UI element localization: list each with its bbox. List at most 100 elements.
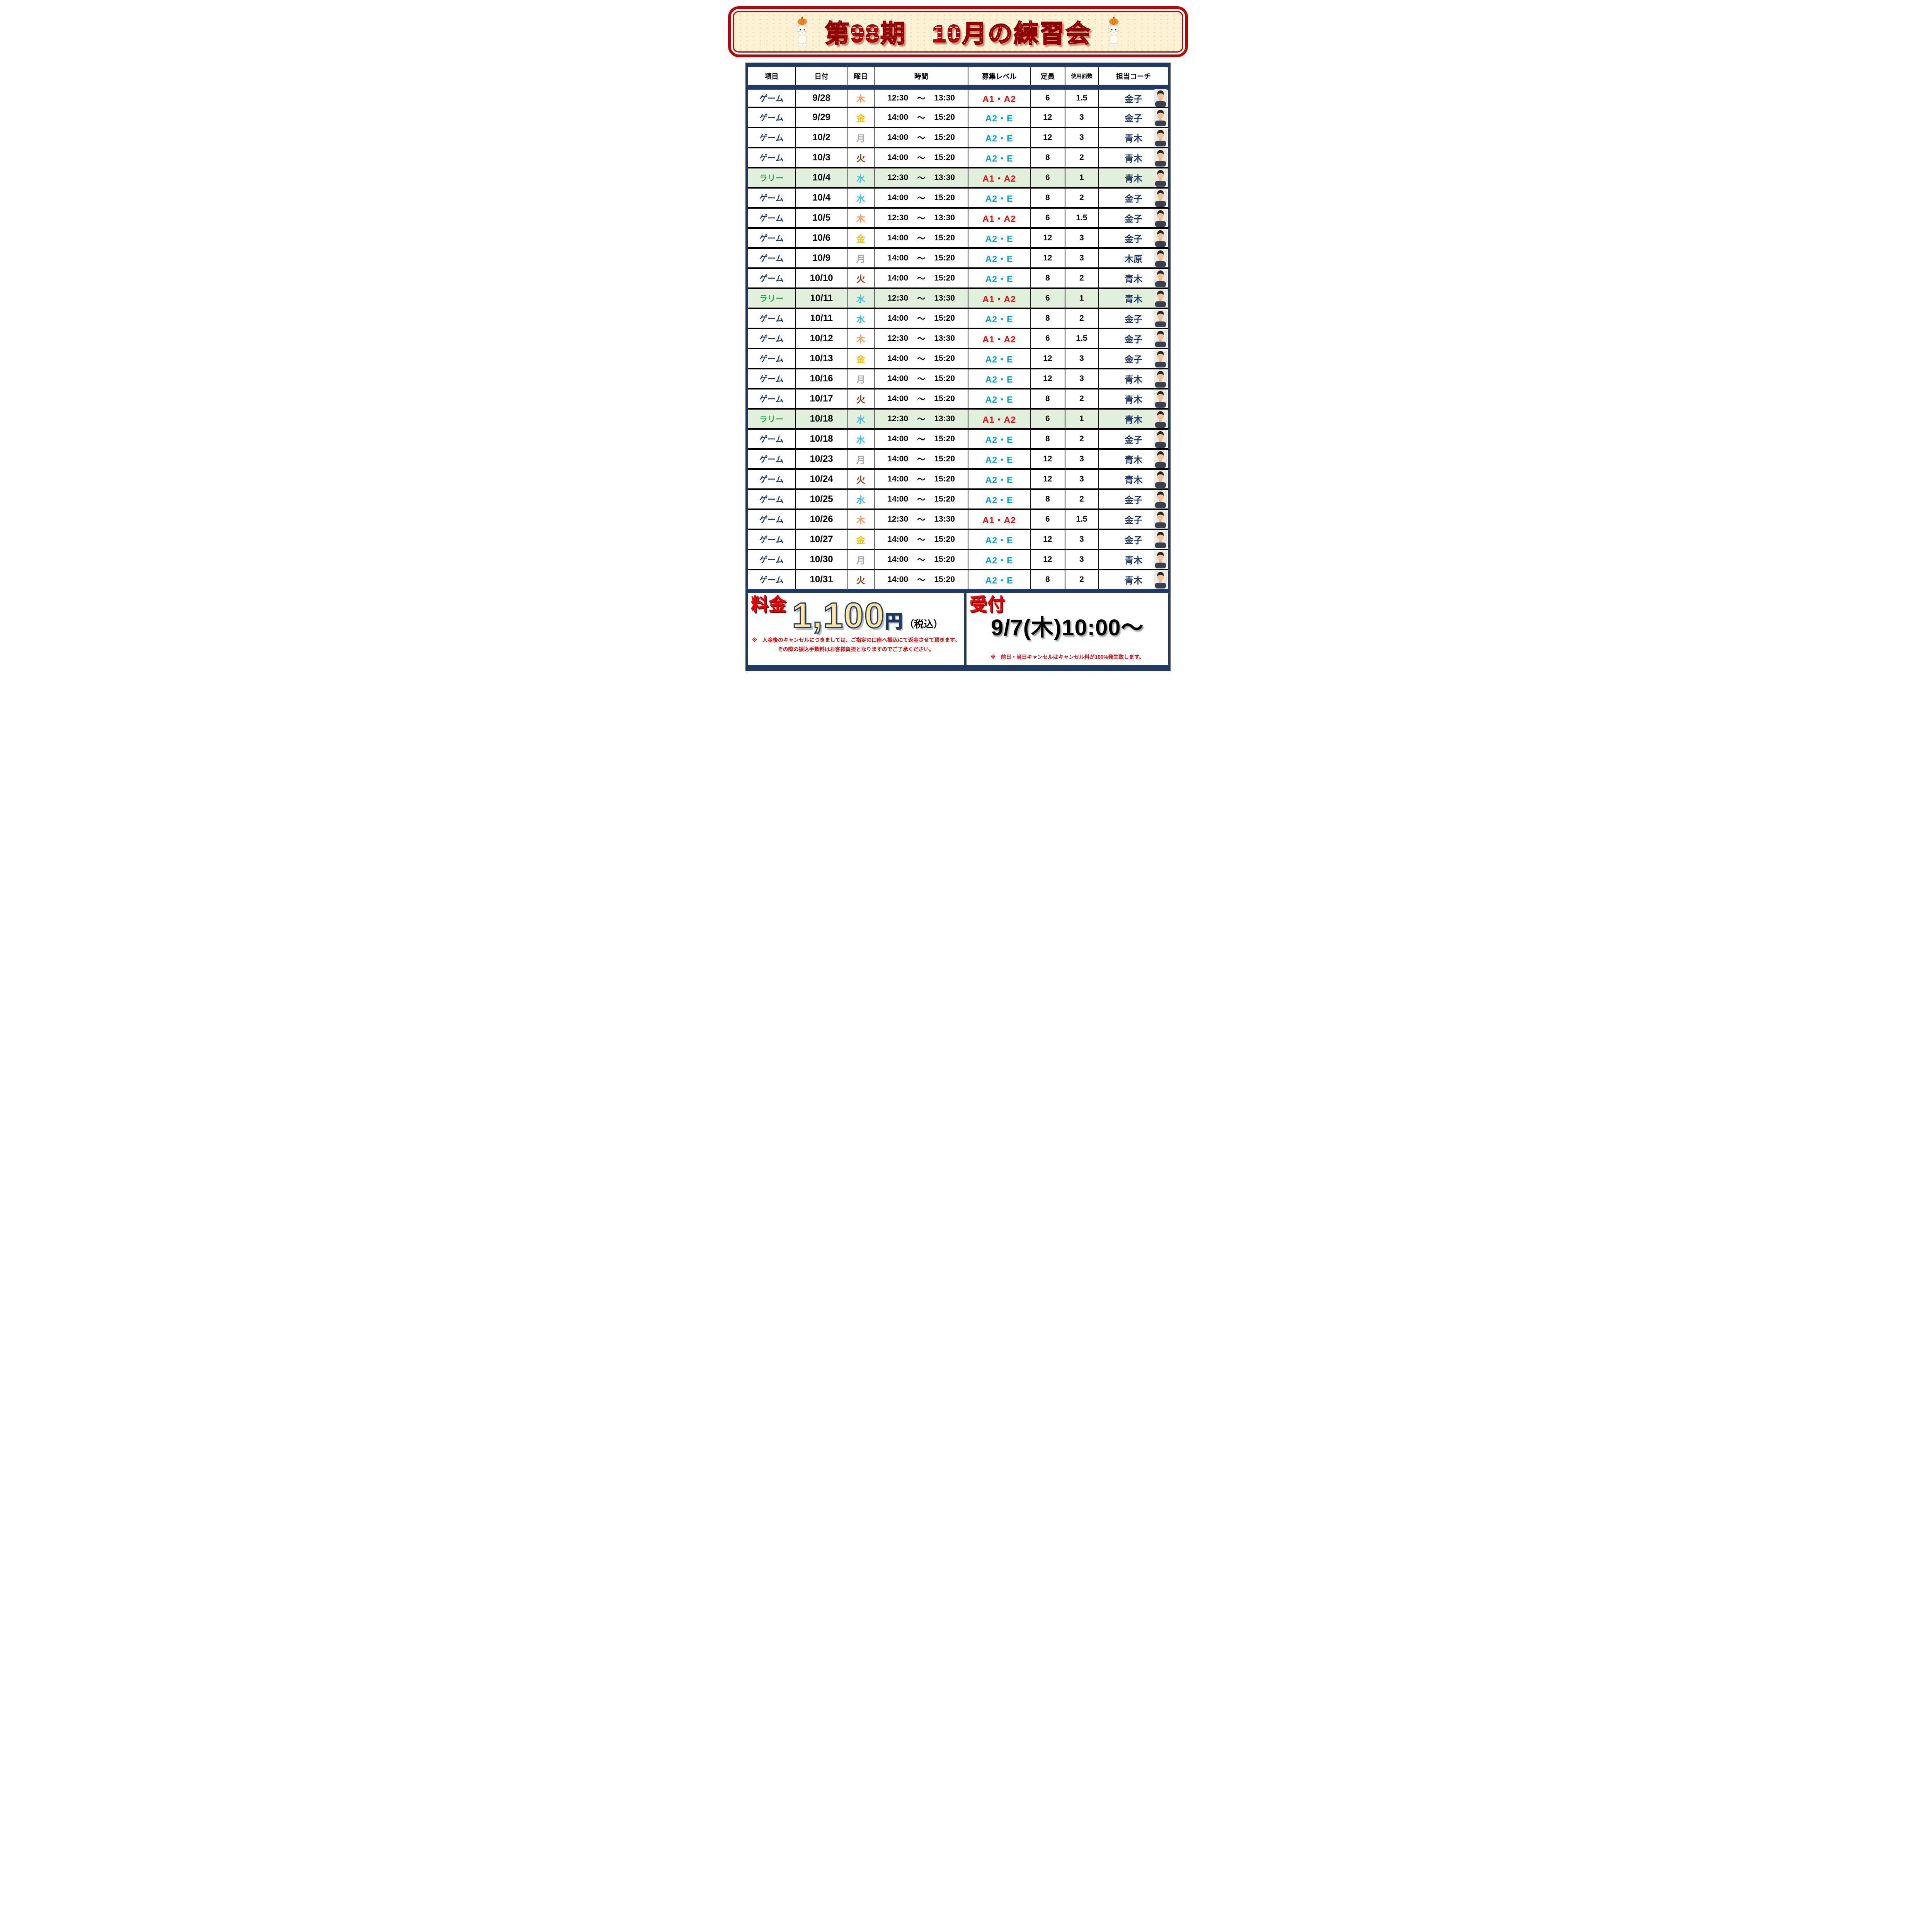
courts-cell: 3: [1064, 228, 1099, 249]
item-label: ゲーム: [759, 274, 784, 283]
item-label: ゲーム: [759, 94, 784, 103]
courts-value: 2: [1079, 274, 1084, 282]
time-end: 15:20: [934, 113, 955, 122]
level-cell: A1・A2: [968, 168, 1031, 189]
tilde-separator: ～: [917, 455, 926, 464]
coach-name: 金子: [1125, 113, 1143, 123]
time-range: 12:30 ～ 13:30: [875, 333, 968, 344]
item-label: ゲーム: [759, 234, 784, 243]
capacity-cell: 12: [1030, 529, 1065, 550]
time-cell: 12:30 ～ 13:30: [874, 288, 969, 309]
time-cell: 12:30 ～ 13:30: [874, 409, 969, 430]
time-cell: 14:00 ～ 15:20: [874, 128, 969, 148]
capacity-value: 6: [1045, 294, 1050, 303]
time-cell: 12:30 ～ 13:30: [874, 328, 969, 349]
time-cell: 12:30 ～ 13:30: [874, 509, 969, 530]
date-label: 10/5: [812, 213, 830, 223]
level-label: A2・E: [985, 455, 1013, 465]
level-label: A2・E: [985, 575, 1013, 585]
time-start: 14:00: [887, 113, 909, 122]
time-end: 15:20: [934, 314, 955, 323]
time-range: 14:00 ～ 15:20: [875, 554, 968, 565]
item-label: ラリー: [759, 415, 784, 424]
schedule-row: ゲーム 10/13 金 14:00 ～ 15:20 A2・E 12 3 金子: [747, 349, 1169, 369]
time-range: 14:00 ～ 15:20: [875, 152, 968, 163]
level-label: A2・E: [985, 254, 1013, 264]
time-range: 14:00 ～ 15:20: [875, 112, 968, 123]
capacity-value: 12: [1043, 454, 1052, 463]
schedule-row: ゲーム 10/12 木 12:30 ～ 13:30 A1・A2 6 1.5 金子: [747, 328, 1169, 349]
capacity-cell: 6: [1030, 509, 1065, 530]
item-cell: ゲーム: [747, 148, 796, 168]
day-label: 木: [856, 334, 865, 344]
item-label: ゲーム: [759, 254, 784, 263]
time-range: 14:00 ～ 15:20: [875, 493, 968, 505]
time-range: 14:00 ～ 15:20: [875, 192, 968, 204]
time-end: 13:30: [934, 213, 955, 222]
courts-value: 2: [1079, 394, 1084, 403]
coach-name: 金子: [1125, 334, 1143, 344]
time-start: 12:30: [887, 515, 909, 524]
date-label: 10/4: [812, 192, 830, 203]
schedule-row: ゲーム 10/31 火 14:00 ～ 15:20 A2・E 8 2 青木: [747, 570, 1169, 591]
courts-value: 2: [1079, 153, 1084, 162]
item-cell: ゲーム: [747, 469, 796, 490]
item-label: ゲーム: [759, 536, 784, 544]
coach-cell: 金子: [1098, 509, 1169, 530]
capacity-value: 12: [1043, 113, 1052, 122]
item-label: ゲーム: [759, 395, 784, 404]
schedule-row: ゲーム 10/4 水 14:00 ～ 15:20 A2・E 8 2 金子: [747, 188, 1169, 209]
tilde-separator: ～: [917, 475, 926, 484]
time-range: 14:00 ～ 15:20: [875, 132, 968, 143]
level-label: A2・E: [985, 395, 1013, 405]
date-cell: 10/4: [795, 168, 848, 189]
time-end: 15:20: [934, 434, 955, 443]
tilde-separator: ～: [917, 254, 926, 263]
item-cell: ゲーム: [747, 489, 796, 510]
level-cell: A2・E: [968, 268, 1031, 289]
coach-name: 青木: [1125, 274, 1143, 284]
courts-cell: 2: [1064, 148, 1099, 168]
capacity-value: 8: [1045, 153, 1050, 162]
time-end: 15:20: [934, 133, 955, 142]
capacity-cell: 8: [1030, 268, 1065, 289]
item-label: ゲーム: [759, 515, 784, 524]
coach-photo: [1154, 430, 1167, 448]
col-header-level: 募集レベル: [968, 63, 1031, 90]
courts-value: 3: [1079, 555, 1084, 564]
day-cell: 水: [847, 168, 875, 189]
day-cell: 火: [847, 570, 875, 591]
level-cell: A1・A2: [968, 328, 1031, 349]
time-end: 15:20: [934, 575, 955, 584]
capacity-cell: 6: [1030, 328, 1065, 349]
time-range: 12:30 ～ 13:30: [875, 92, 968, 104]
day-cell: 月: [847, 369, 875, 389]
coach-photo: [1154, 249, 1167, 267]
time-end: 13:30: [934, 414, 955, 423]
time-start: 14:00: [887, 153, 909, 162]
date-label: 10/17: [810, 393, 833, 404]
day-label: 月: [856, 555, 865, 565]
date-cell: 10/27: [795, 529, 848, 550]
capacity-cell: 12: [1030, 469, 1065, 490]
coach-name: 金子: [1125, 515, 1143, 525]
time-start: 14:00: [887, 133, 909, 142]
level-label: A2・E: [985, 495, 1013, 505]
item-cell: ゲーム: [747, 107, 796, 128]
capacity-value: 12: [1043, 233, 1052, 242]
level-cell: A2・E: [968, 188, 1031, 209]
courts-cell: 1.5: [1064, 509, 1099, 530]
tilde-separator: ～: [917, 94, 926, 103]
day-cell: 木: [847, 509, 875, 530]
item-cell: ラリー: [747, 288, 796, 309]
coach-cell: 木原: [1098, 248, 1169, 269]
capacity-value: 8: [1045, 314, 1050, 323]
time-end: 15:20: [934, 274, 955, 282]
coach-photo: [1154, 149, 1167, 167]
item-cell: ゲーム: [747, 128, 796, 148]
tilde-separator: ～: [917, 274, 926, 283]
capacity-cell: 12: [1030, 128, 1065, 148]
time-range: 14:00 ～ 15:20: [875, 373, 968, 384]
time-start: 14:00: [887, 535, 909, 544]
capacity-value: 8: [1045, 434, 1050, 443]
